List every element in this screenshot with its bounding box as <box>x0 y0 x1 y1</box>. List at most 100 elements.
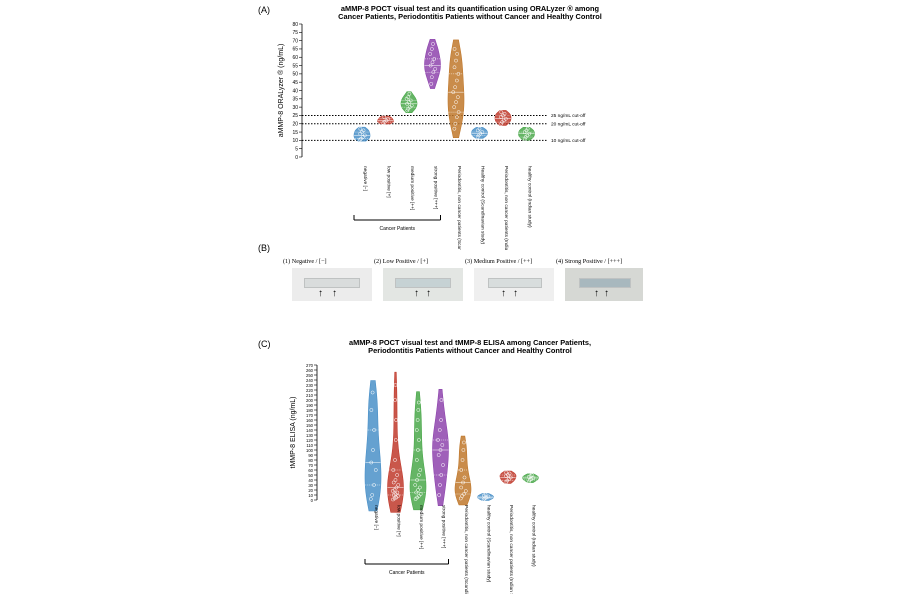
data-point <box>461 448 466 452</box>
data-point <box>459 485 463 490</box>
violin-2 <box>400 91 418 113</box>
test-strip-low-positive: ↑ ↑ <box>383 268 463 301</box>
panel-a-title-line2: Cancer Patients, Periodontitis Patients … <box>338 12 602 21</box>
data-point <box>416 488 420 492</box>
cutoff-label: 10 ng/mL cut-off <box>551 138 586 144</box>
data-point <box>477 126 482 131</box>
y-tick-label: 30 <box>308 483 313 488</box>
y-tick-label: 40 <box>308 478 313 483</box>
category-label-3: strong positive [+++] <box>433 166 439 209</box>
data-point <box>528 474 533 478</box>
data-point <box>462 475 467 480</box>
y-tick-label: 30 <box>292 105 298 111</box>
data-point <box>462 440 466 445</box>
up-arrow-icon: ↑ <box>332 288 337 299</box>
y-tick-label: 160 <box>306 418 314 423</box>
strip-caption-3: (3) Medium Positive / [++] <box>465 258 533 265</box>
category-label-1: low positive [+] <box>386 166 392 198</box>
data-point <box>395 473 399 477</box>
y-tick-label: 25 <box>292 113 298 119</box>
category-label-2: medium positive [++] <box>418 505 424 549</box>
panel-c-letter: (C) <box>258 339 271 349</box>
panel-c-title-line2: Periodontitis Patients without Cancer an… <box>368 346 572 355</box>
data-point <box>369 408 374 412</box>
violin-0 <box>364 380 382 512</box>
data-point <box>437 493 442 497</box>
data-point <box>483 492 488 497</box>
y-tick-label: 120 <box>306 438 314 443</box>
up-arrow-icon: ↑ <box>318 288 323 299</box>
y-tick-label: 65 <box>292 47 298 53</box>
data-point <box>416 473 421 477</box>
data-point <box>441 463 445 467</box>
data-point <box>439 418 443 422</box>
violin-5 <box>471 127 488 139</box>
test-strip-medium-positive: ↑ ↑ <box>474 268 554 301</box>
data-point <box>371 448 375 452</box>
y-tick-label: 130 <box>306 433 314 438</box>
up-arrow-icon: ↑ <box>414 288 419 299</box>
up-arrow-icon: ↑ <box>501 288 506 299</box>
data-point <box>438 483 442 487</box>
panel-a-title: aMMP-8 POCT visual test and its quantifi… <box>290 5 650 21</box>
y-tick-label: 50 <box>292 72 298 78</box>
data-point <box>437 428 442 432</box>
data-point <box>394 418 398 422</box>
data-point <box>525 126 530 131</box>
y-tick-label: 60 <box>308 468 313 473</box>
data-point <box>463 489 468 493</box>
category-label-1: low positive [+] <box>396 505 402 537</box>
strip-caption-2: (2) Low Positive / [+] <box>374 258 429 265</box>
up-arrow-icon: ↑ <box>604 288 609 299</box>
cutoff-label: 25 ng/mL cut-off <box>551 113 586 119</box>
data-point <box>407 91 412 96</box>
y-tick-label: 55 <box>292 63 298 69</box>
violin-1 <box>377 115 394 125</box>
y-tick-label: 45 <box>292 80 298 86</box>
panel-c-title: aMMP-8 POCT visual test and tMMP-8 ELISA… <box>300 339 640 355</box>
y-tick-label: 75 <box>292 30 298 36</box>
group-bracket-label: Cancer Patients <box>389 570 425 576</box>
data-point <box>452 47 457 51</box>
y-tick-label: 240 <box>306 378 314 383</box>
data-point <box>393 478 398 482</box>
y-tick-label: 230 <box>306 383 314 388</box>
data-point <box>507 471 512 476</box>
data-point <box>454 100 458 104</box>
data-point <box>454 115 459 119</box>
y-tick-label: 5 <box>295 146 298 152</box>
y-tick-label: 70 <box>308 463 313 468</box>
y-tick-label: 260 <box>306 368 314 373</box>
panel-a-title-line1: aMMP-8 POCT visual test and its quantifi… <box>340 4 600 13</box>
data-point <box>396 483 401 487</box>
data-point <box>393 458 397 462</box>
category-label-7: healthy control (Indian study) <box>531 505 537 567</box>
data-point <box>414 458 419 462</box>
strip-caption-1: (1) Negative / [−] <box>283 258 327 265</box>
category-label-0: negative [−] <box>362 166 368 191</box>
data-point <box>414 428 419 432</box>
data-point <box>453 121 458 126</box>
category-label-3: strong positive [+++] <box>441 505 447 548</box>
data-point <box>439 398 444 402</box>
violin-2 <box>409 391 427 511</box>
data-point <box>418 485 422 490</box>
data-point <box>452 126 457 131</box>
violin-1 <box>387 371 404 513</box>
test-strip-negative: ↑ ↑ <box>292 268 372 301</box>
violin-0 <box>353 126 371 142</box>
category-label-6: Periodontitis, non cancer patients (Indi… <box>503 166 509 250</box>
y-tick-label: 70 <box>292 38 298 44</box>
up-arrow-icon: ↑ <box>594 288 599 299</box>
data-point <box>368 497 373 501</box>
data-point <box>370 493 375 497</box>
y-axis-label: aMMP-8 ORALyzer ® (ng/mL) <box>277 44 285 138</box>
data-point <box>370 390 375 395</box>
data-point <box>454 78 459 83</box>
data-point <box>416 408 421 412</box>
y-tick-label: 140 <box>306 428 314 433</box>
y-tick-label: 80 <box>292 22 298 28</box>
panel-b-letter: (B) <box>258 243 270 253</box>
data-point <box>358 126 363 131</box>
y-tick-label: 210 <box>306 393 314 398</box>
